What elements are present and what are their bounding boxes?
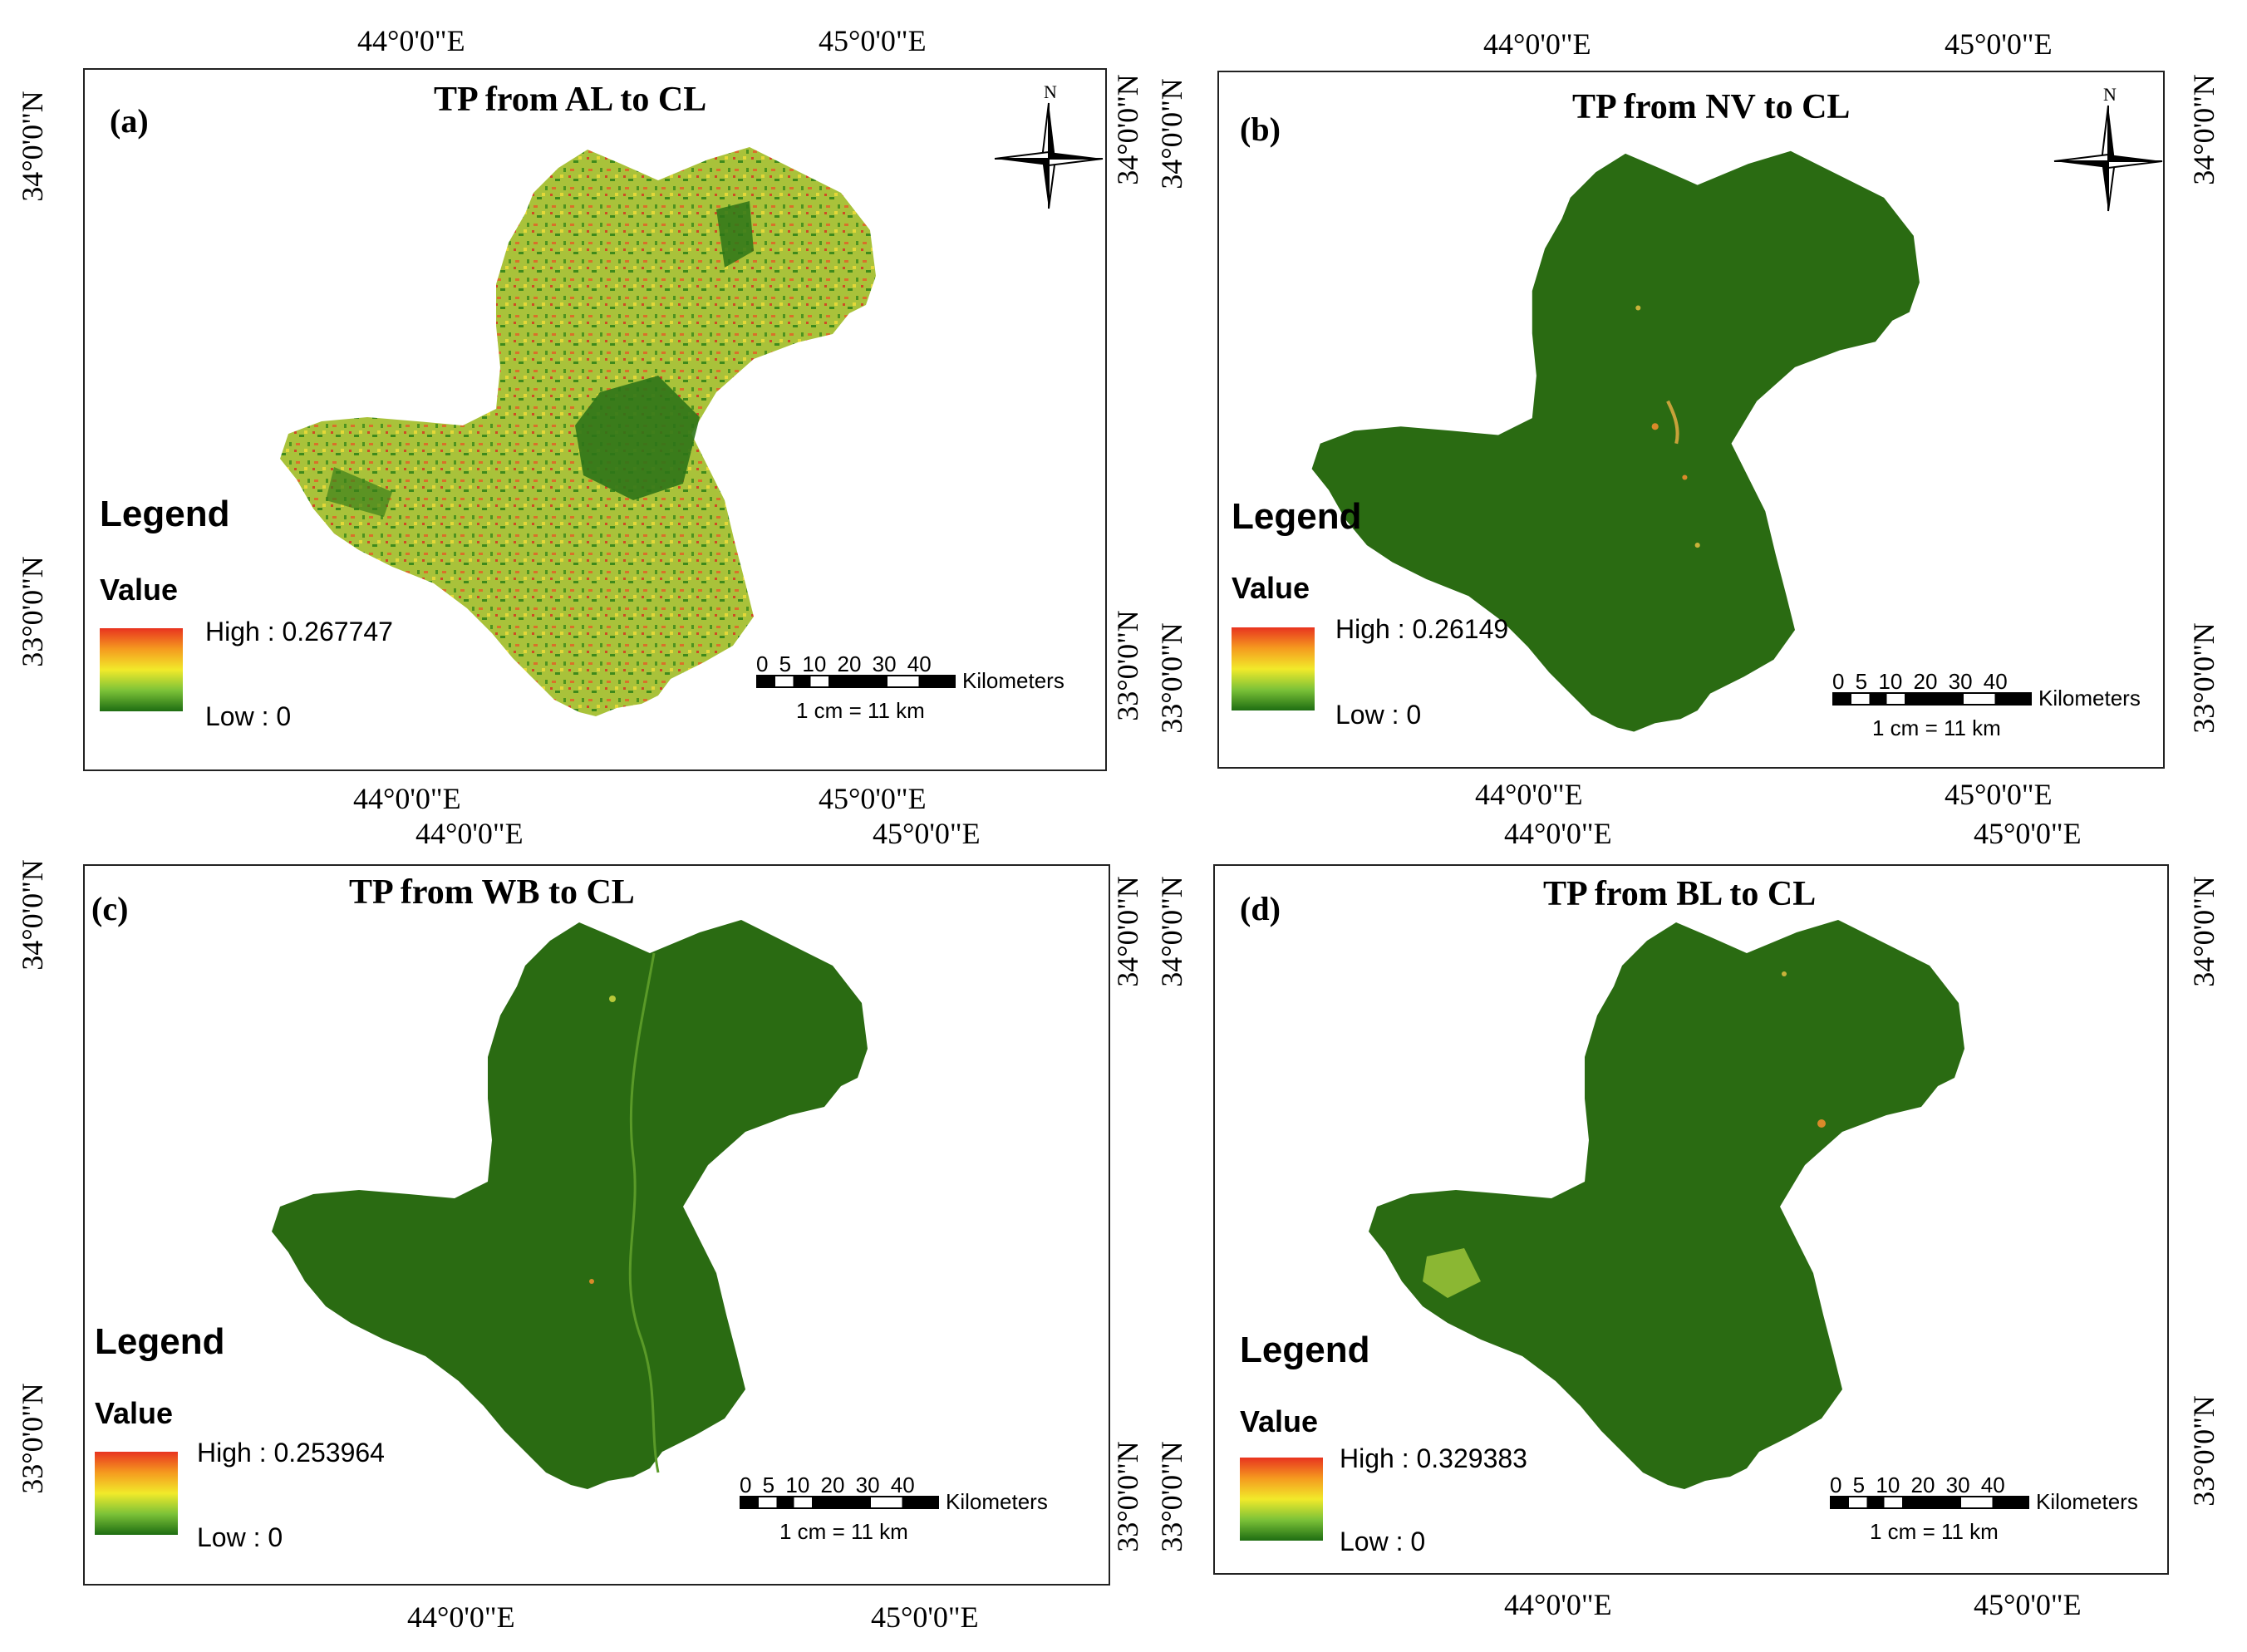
color-ramp-d <box>1240 1458 1323 1541</box>
lon-bottom-a-45: 45°0'0"E <box>819 782 927 815</box>
north-arrow-icon: N <box>994 81 1104 209</box>
north-label: N <box>2103 84 2117 105</box>
lat-right-c-34: 34°0'0"N <box>1110 876 1144 987</box>
lon-top-b-44: 44°0'0"E <box>1483 27 1591 61</box>
map-panel-a: (a) TP from AL to CL N Legend Value High… <box>83 68 1107 771</box>
color-ramp-b <box>1232 627 1315 710</box>
map-panel-c: (c) TP from WB to CL Legend Value High :… <box>83 864 1110 1586</box>
scale-bar-d: 0 5 10 20 30 40 Kilometers 1 cm = 11 km <box>1830 1473 2179 1547</box>
lon-top-c-44: 44°0'0"E <box>415 817 524 850</box>
scale-graphic-b <box>1832 692 2032 706</box>
scale-unit-c: Kilometers <box>946 1489 1048 1514</box>
scale-bar-b: 0 5 10 20 30 40 Kilometers 1 cm = 11 km <box>1832 669 2181 744</box>
lon-bottom-b-45: 45°0'0"E <box>1945 778 2053 811</box>
lon-bottom-d-45: 45°0'0"E <box>1974 1588 2082 1621</box>
lat-right-b-33: 33°0'0"N <box>2186 622 2220 734</box>
lon-top-b-45: 45°0'0"E <box>1945 27 2053 61</box>
scale-ticks-b: 0 5 10 20 30 40 <box>1832 669 2008 694</box>
scale-graphic-a <box>756 675 956 688</box>
map-panel-b: (b) TP from NV to CL N Legend Value High… <box>1217 71 2165 769</box>
panel-title-d: TP from BL to CL <box>1543 875 1817 913</box>
lon-bottom-b-44: 44°0'0"E <box>1475 778 1583 811</box>
value-title-c: Value <box>95 1396 174 1430</box>
legend-title-a: Legend <box>100 494 230 534</box>
lat-left-c-34: 34°0'0"N <box>15 859 49 971</box>
scale-ticks-a: 0 5 10 20 30 40 <box>756 651 932 676</box>
scale-graphic-d <box>1830 1496 2029 1509</box>
color-ramp-c <box>95 1452 178 1535</box>
lat-right-c-33: 33°0'0"N <box>1110 1441 1144 1552</box>
lon-top-d-44: 44°0'0"E <box>1504 817 1612 850</box>
lat-left-d-34: 34°0'0"N <box>1154 876 1188 987</box>
value-title-a: Value <box>100 573 179 607</box>
legend-low-b: Low : 0 <box>1335 700 1422 730</box>
scale-ratio-d: 1 cm = 11 km <box>1870 1519 1999 1544</box>
scale-bar-c: 0 5 10 20 30 40 Kilometers 1 cm = 11 km <box>740 1473 1089 1547</box>
legend-high-c: High : 0.253964 <box>197 1438 385 1468</box>
scale-unit-b: Kilometers <box>2038 686 2141 710</box>
legend-low-a: Low : 0 <box>205 701 292 731</box>
scale-ticks-c: 0 5 10 20 30 40 <box>740 1473 915 1497</box>
study-area-map-c <box>272 920 868 1489</box>
study-area-map-a <box>280 147 876 716</box>
lat-left-c-33: 33°0'0"N <box>15 1383 49 1494</box>
lon-bottom-a-44: 44°0'0"E <box>353 782 461 815</box>
legend-high-b: High : 0.26149 <box>1335 614 1509 644</box>
lat-right-d-34: 34°0'0"N <box>2186 876 2220 987</box>
legend-title-b: Legend <box>1232 496 1362 537</box>
lat-left-b-33: 33°0'0"N <box>1154 622 1188 734</box>
lat-left-b-34: 34°0'0"N <box>1154 78 1188 189</box>
legend-title-d: Legend <box>1240 1330 1370 1370</box>
panel-letter-a: (a) <box>110 102 149 140</box>
value-title-d: Value <box>1240 1404 1319 1438</box>
legend-low-d: Low : 0 <box>1340 1527 1426 1556</box>
panel-title-c: TP from WB to CL <box>349 873 635 912</box>
panel-title-b: TP from NV to CL <box>1572 88 1851 126</box>
scale-ratio-c: 1 cm = 11 km <box>779 1519 908 1544</box>
value-title-b: Value <box>1232 571 1310 605</box>
map-panel-d: (d) TP from BL to CL Legend Value High :… <box>1213 864 2169 1575</box>
scale-ratio-a: 1 cm = 11 km <box>796 698 925 723</box>
legend-low-c: Low : 0 <box>197 1522 283 1552</box>
scale-ratio-b: 1 cm = 11 km <box>1872 715 2001 740</box>
lat-left-a-34: 34°0'0"N <box>15 91 49 202</box>
scale-graphic-c <box>740 1496 939 1509</box>
lat-right-a-33: 33°0'0"N <box>1110 610 1144 721</box>
study-area-map-d <box>1369 920 1964 1489</box>
panel-title-a: TP from AL to CL <box>434 81 707 119</box>
lon-top-a-45: 45°0'0"E <box>819 24 927 57</box>
lon-top-d-45: 45°0'0"E <box>1974 817 2082 850</box>
north-label: N <box>1044 81 1057 102</box>
lat-left-d-33: 33°0'0"N <box>1154 1441 1188 1552</box>
legend-high-d: High : 0.329383 <box>1340 1443 1527 1473</box>
scale-bar-a: 0 5 10 20 30 40 Kilometers 1 cm = 11 km <box>756 651 1105 726</box>
lat-left-a-33: 33°0'0"N <box>15 556 49 667</box>
lat-right-d-33: 33°0'0"N <box>2186 1395 2220 1507</box>
panel-letter-d: (d) <box>1240 890 1281 927</box>
lat-right-b-34: 34°0'0"N <box>2186 74 2220 185</box>
north-arrow-icon: N <box>2053 84 2163 212</box>
lat-right-a-34: 34°0'0"N <box>1110 74 1144 185</box>
panel-letter-c: (c) <box>91 890 129 927</box>
legend-title-c: Legend <box>95 1321 225 1362</box>
lon-bottom-c-44: 44°0'0"E <box>407 1600 515 1634</box>
lon-top-a-44: 44°0'0"E <box>357 24 465 57</box>
legend-high-a: High : 0.267747 <box>205 617 393 647</box>
scale-unit-d: Kilometers <box>2036 1489 2138 1514</box>
lon-bottom-d-44: 44°0'0"E <box>1504 1588 1612 1621</box>
scale-ticks-d: 0 5 10 20 30 40 <box>1830 1473 2005 1497</box>
color-ramp-a <box>100 628 183 711</box>
lon-top-c-45: 45°0'0"E <box>873 817 981 850</box>
lon-bottom-c-45: 45°0'0"E <box>871 1600 979 1634</box>
panel-letter-b: (b) <box>1240 111 1281 148</box>
study-area-map-b <box>1311 150 1920 732</box>
scale-unit-a: Kilometers <box>962 668 1064 693</box>
